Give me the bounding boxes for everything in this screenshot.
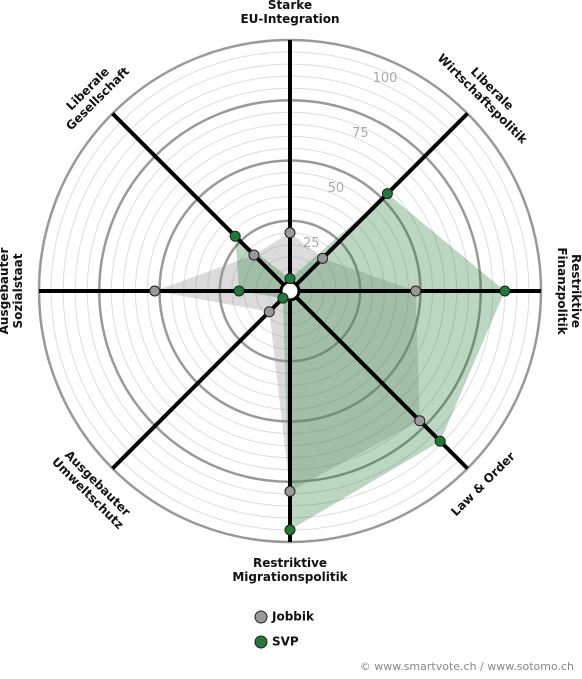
axis-label-line: Sozialstaat (11, 253, 25, 328)
point (233, 285, 245, 297)
axis (111, 289, 292, 470)
point (284, 524, 296, 536)
point (414, 415, 426, 427)
legend-label: SVP (272, 635, 299, 649)
point (149, 285, 161, 297)
axis-label-line: EU-Integration (240, 12, 339, 26)
r-tick-label: 25 (303, 236, 320, 251)
point (277, 292, 289, 304)
point (284, 273, 296, 285)
point (434, 435, 446, 447)
point (229, 230, 241, 242)
axis-label-line: Starke (268, 0, 312, 12)
point (317, 252, 329, 264)
r-tick-label: 75 (352, 126, 369, 141)
axis-label-line: Restriktive (253, 556, 327, 570)
series-area (154, 232, 420, 492)
point (284, 485, 296, 497)
axis-label: Restriktive Migrationspolitik (232, 556, 348, 584)
point (248, 249, 260, 261)
point (263, 306, 275, 318)
axis-label: Starke EU-Integration (240, 0, 339, 26)
point (284, 227, 296, 239)
axis-label-line: Ausgebauter (0, 248, 11, 335)
axis-label-line: Restriktive (570, 254, 582, 328)
r-tick-label: 50 (328, 181, 345, 196)
axis (111, 112, 292, 293)
legend-swatch (254, 635, 268, 649)
r-tick-label: 100 (373, 71, 398, 86)
source: © www.smartvote.ch / www.sotomo.ch (360, 660, 574, 673)
legend-swatch (254, 610, 268, 624)
point (410, 285, 422, 297)
legend-label: Jobbik (271, 610, 315, 624)
axis-label-line: Finanzpolitik (556, 247, 570, 335)
point (499, 285, 511, 297)
axis-label-line: Migrationspolitik (232, 570, 348, 584)
point (381, 188, 393, 200)
axis-label: AusgebauterSozialstaat (0, 248, 25, 335)
axis-label: RestriktiveFinanzpolitik (556, 247, 582, 335)
